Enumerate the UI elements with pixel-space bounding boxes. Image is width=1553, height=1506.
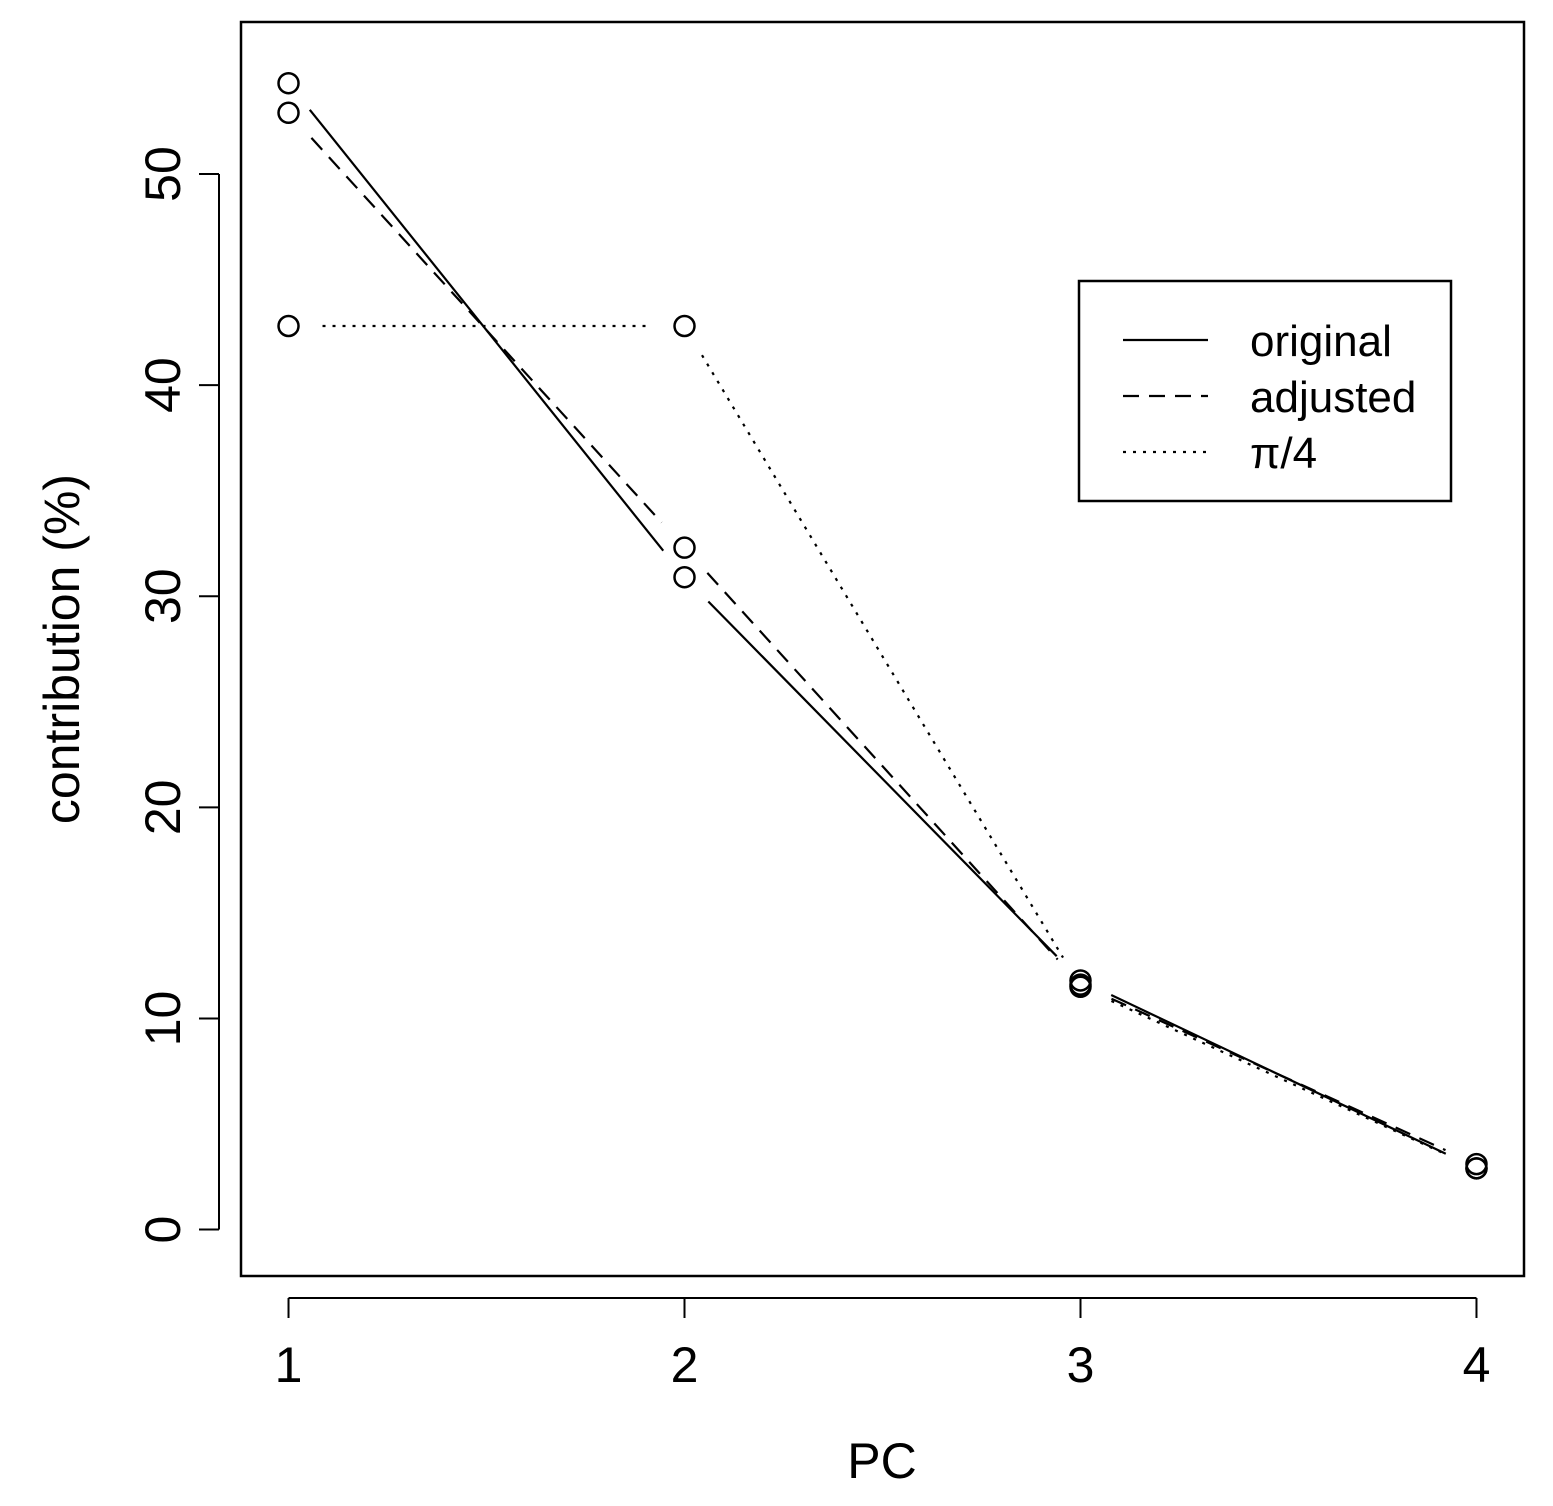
series-line-segment — [310, 137, 663, 524]
data-point — [277, 101, 300, 125]
series-line-segment — [1111, 997, 1446, 1152]
data-point — [1069, 975, 1092, 999]
legend-label: adjusted — [1250, 373, 1416, 422]
legend-label: π/4 — [1250, 429, 1317, 478]
series-line-segment — [707, 600, 1058, 957]
data-point — [1465, 1157, 1488, 1180]
data-point — [277, 71, 300, 95]
series-3 — [277, 314, 1488, 1180]
series-1 — [277, 71, 1488, 1180]
legend: original adjusted π/4 — [1077, 279, 1453, 503]
data-point — [673, 536, 696, 559]
x-tick-label: 1 — [275, 1337, 303, 1393]
series-line-segment — [706, 572, 1059, 961]
y-tick-label: 50 — [135, 146, 191, 202]
y-axis-label: contribution (%) — [34, 474, 90, 824]
x-tick-label: 2 — [671, 1337, 699, 1393]
series-line-segment — [701, 354, 1064, 959]
data-point — [673, 565, 696, 589]
x-axis-label: PC — [847, 1433, 916, 1489]
x-tick-label: 4 — [1463, 1337, 1491, 1393]
data-point — [277, 314, 300, 338]
x-axis: 1 2 3 4 — [275, 1297, 1491, 1393]
series-line-segment — [1110, 999, 1447, 1156]
y-tick-label: 40 — [135, 357, 191, 413]
y-axis: 0 10 20 30 40 50 — [135, 146, 220, 1244]
y-tick-label: 20 — [135, 780, 191, 836]
x-tick-label: 3 — [1067, 1337, 1095, 1393]
legend-label: original — [1250, 317, 1392, 366]
y-tick-label: 10 — [135, 991, 191, 1047]
y-tick-label: 30 — [135, 568, 191, 624]
series-2 — [277, 101, 1488, 1176]
plot-frame — [239, 20, 1526, 1278]
series-layer — [277, 71, 1488, 1180]
legend-box — [1077, 279, 1453, 503]
y-tick-label: 0 — [135, 1216, 191, 1244]
data-point — [673, 314, 696, 338]
